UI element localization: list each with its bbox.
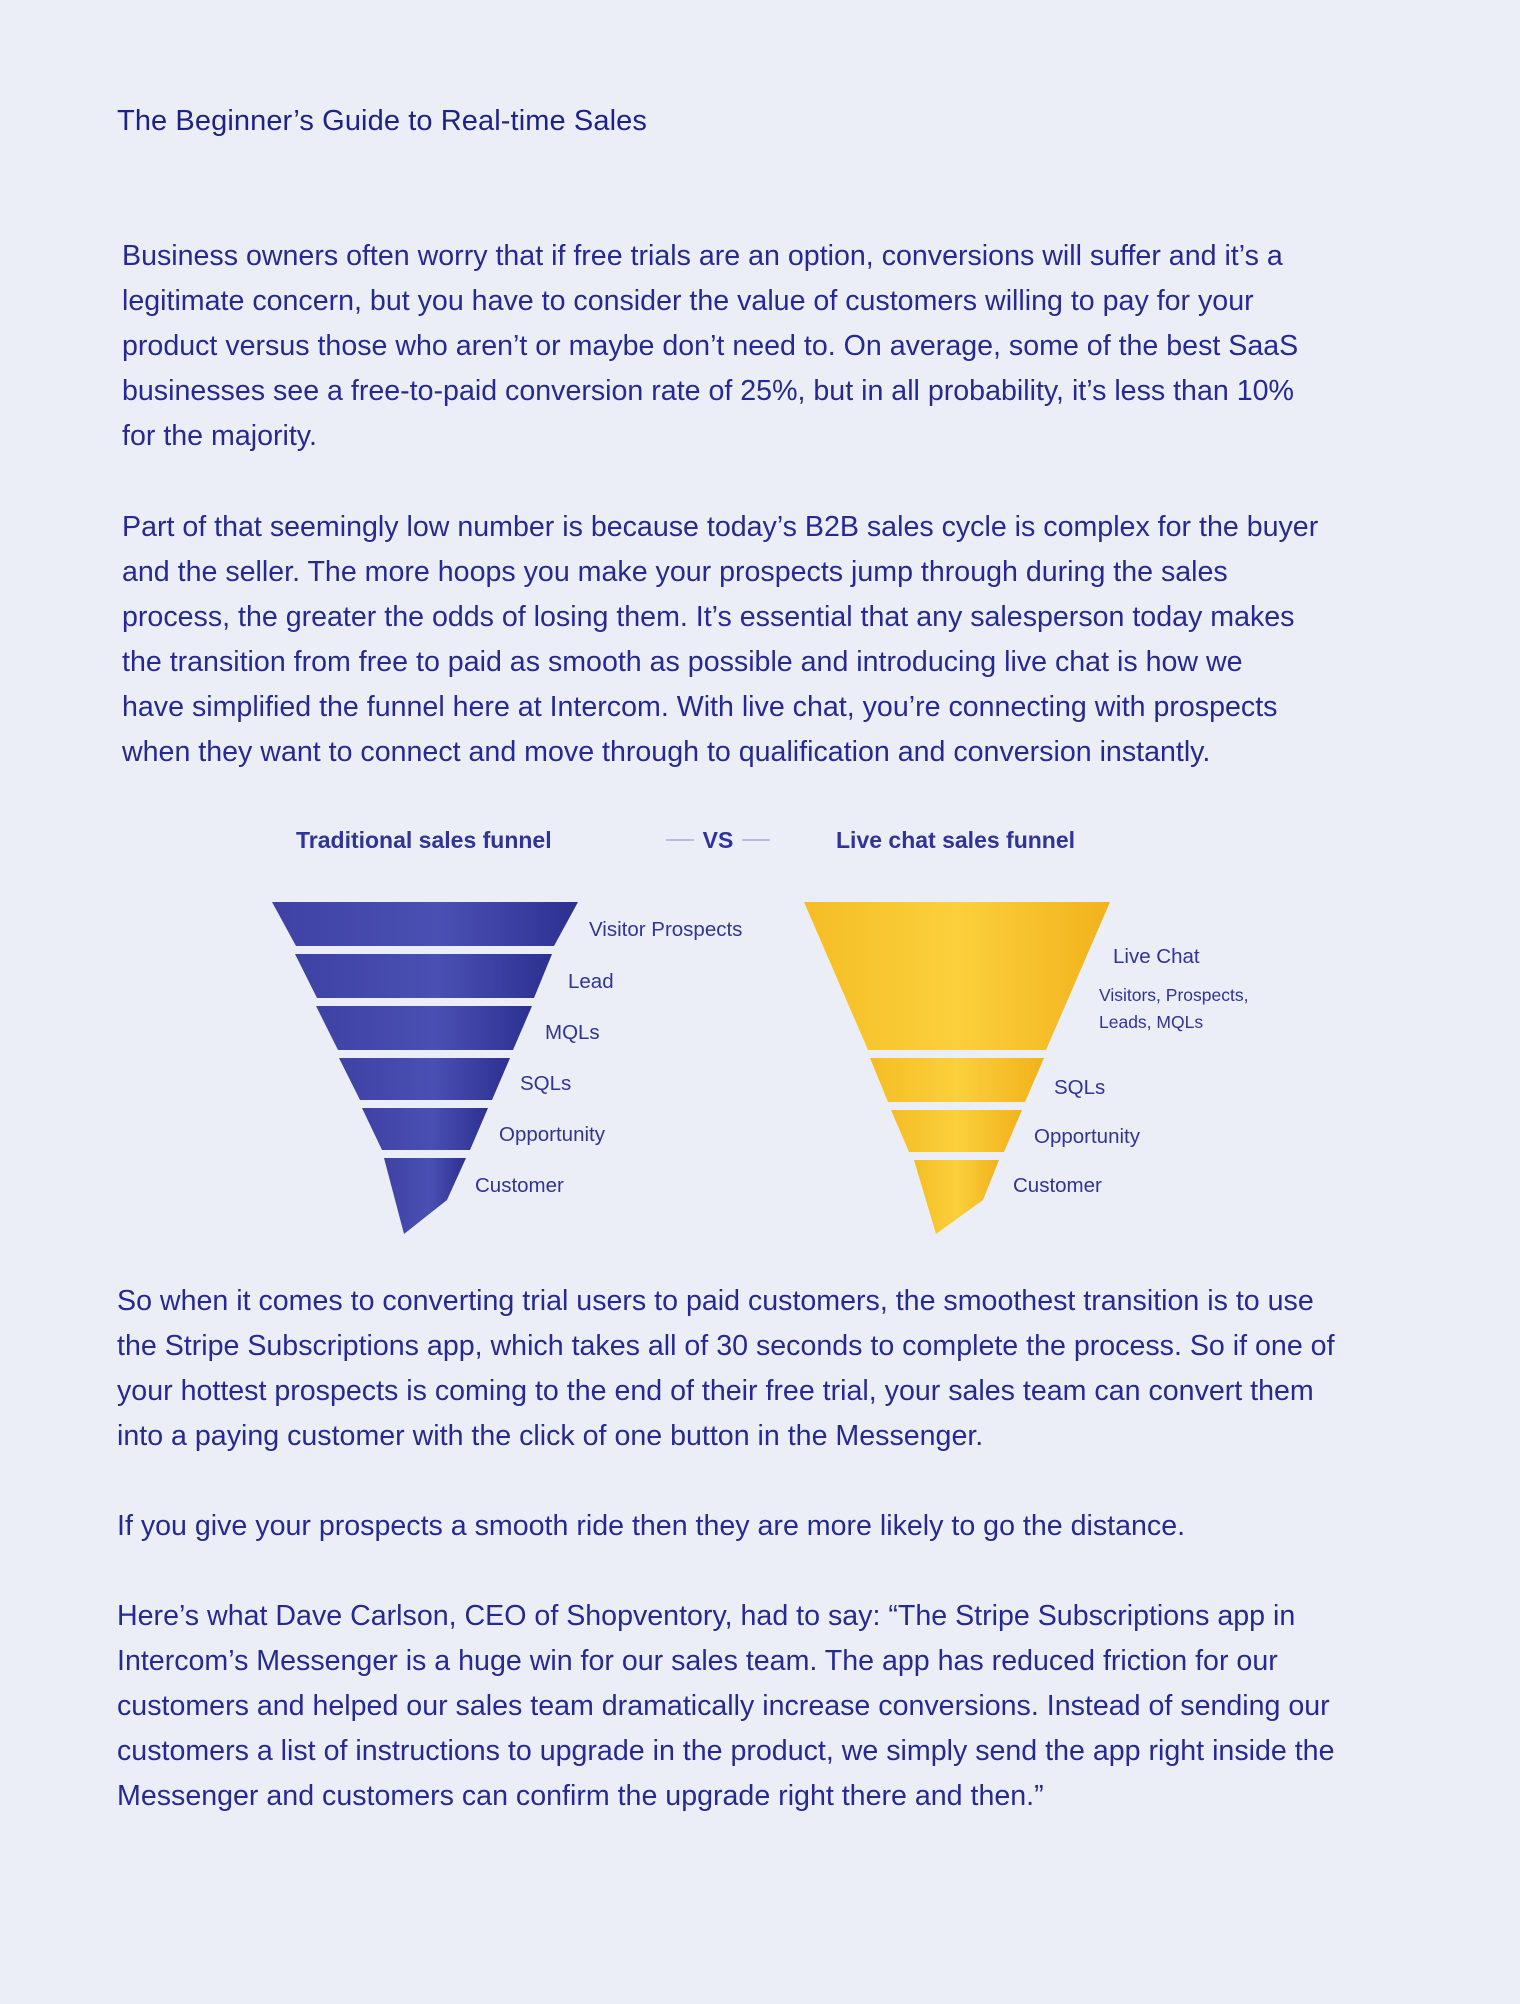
paragraph-line: Messenger and customers can confirm the … — [117, 1780, 1044, 1812]
funnel-label-visitor-prospects: Visitor Prospects — [589, 918, 742, 941]
paragraph-free-trials: Business owners often worry that if free… — [122, 234, 1442, 459]
paragraph-line: have simplified the funnel here at Inter… — [122, 691, 1278, 723]
page-title: The Beginner’s Guide to Real-time Sales — [117, 105, 647, 137]
live-chat-funnel: Live Chat Visitors, Prospects, Leads, MQ… — [804, 902, 1248, 1234]
paragraph-sales-cycle: Part of that seemingly low number is bec… — [122, 505, 1442, 775]
paragraph-line: customers a list of instructions to upgr… — [117, 1735, 1335, 1767]
funnel-label-opportunity-live: Opportunity — [1034, 1125, 1141, 1148]
funnel-stage-opportunity-live — [891, 1110, 1022, 1152]
funnel-label-customer: Customer — [475, 1174, 564, 1197]
funnel-stage-mqls — [316, 1006, 532, 1050]
paragraph-line: when they want to connect and move throu… — [122, 736, 1211, 768]
paragraph-line: Business owners often worry that if free… — [122, 240, 1283, 272]
paragraph-line: legitimate concern, but you have to cons… — [122, 285, 1254, 317]
funnel-label-lead: Lead — [568, 970, 614, 993]
paragraph-line: process, the greater the odds of losing … — [122, 601, 1295, 633]
traditional-funnel-title: Traditional sales funnel — [296, 827, 552, 853]
funnel-label-sqls-live: SQLs — [1054, 1076, 1105, 1099]
funnel-stage-visitor-prospects — [272, 902, 578, 946]
paragraph-line: customers and helped our sales team dram… — [117, 1690, 1330, 1722]
traditional-funnel: Visitor Prospects Lead MQLs SQLs Opportu… — [272, 902, 742, 1234]
vs-label: VS — [703, 827, 734, 853]
funnel-comparison-diagram: Traditional sales funnel VS Live chat sa… — [272, 827, 1248, 1234]
funnel-stage-opportunity — [362, 1108, 488, 1150]
paragraph-line: the transition from free to paid as smoo… — [122, 646, 1243, 678]
funnel-stage-lead — [295, 954, 552, 998]
paragraph-stripe-subscriptions: So when it comes to converting trial use… — [117, 1279, 1437, 1459]
paragraph-line: for the majority. — [122, 420, 317, 452]
funnel-stage-sqls — [339, 1058, 510, 1100]
funnel-label-customer-live: Customer — [1013, 1174, 1102, 1197]
paragraph-smooth-ride: If you give your prospects a smooth ride… — [117, 1504, 1437, 1549]
paragraph-line: businesses see a free-to-paid conversion… — [122, 375, 1294, 407]
funnel-label-live-chat: Live Chat — [1113, 945, 1200, 968]
live-chat-funnel-title: Live chat sales funnel — [836, 827, 1075, 853]
funnel-label-mqls: MQLs — [545, 1021, 600, 1044]
paragraph-line: So when it comes to converting trial use… — [117, 1285, 1314, 1317]
paragraph-line: Part of that seemingly low number is bec… — [122, 511, 1319, 543]
funnel-stage-customer — [384, 1158, 466, 1234]
funnel-stage-live-chat — [804, 902, 1110, 1050]
paragraph-line: and the seller. The more hoops you make … — [122, 556, 1228, 588]
paragraph-testimonial-quote: Here’s what Dave Carlson, CEO of Shopven… — [117, 1594, 1437, 1819]
funnel-label-opportunity: Opportunity — [499, 1123, 606, 1146]
funnel-label-live-chat-detail: Leads, MQLs — [1099, 1012, 1203, 1032]
paragraph-line: into a paying customer with the click of… — [117, 1420, 984, 1452]
paragraph-line: Here’s what Dave Carlson, CEO of Shopven… — [117, 1600, 1296, 1632]
funnel-stage-sqls-live — [870, 1058, 1044, 1102]
paragraph-line: your hottest prospects is coming to the … — [117, 1375, 1314, 1407]
paragraph-line: the Stripe Subscriptions app, which take… — [117, 1330, 1335, 1362]
paragraph-line: product versus those who aren’t or maybe… — [122, 330, 1299, 362]
paragraph-line: If you give your prospects a smooth ride… — [117, 1510, 1186, 1542]
funnel-stage-customer-live — [914, 1160, 999, 1234]
funnel-label-live-chat-detail: Visitors, Prospects, — [1099, 985, 1248, 1005]
paragraph-line: Intercom’s Messenger is a huge win for o… — [117, 1645, 1278, 1677]
funnel-label-sqls: SQLs — [520, 1072, 571, 1095]
